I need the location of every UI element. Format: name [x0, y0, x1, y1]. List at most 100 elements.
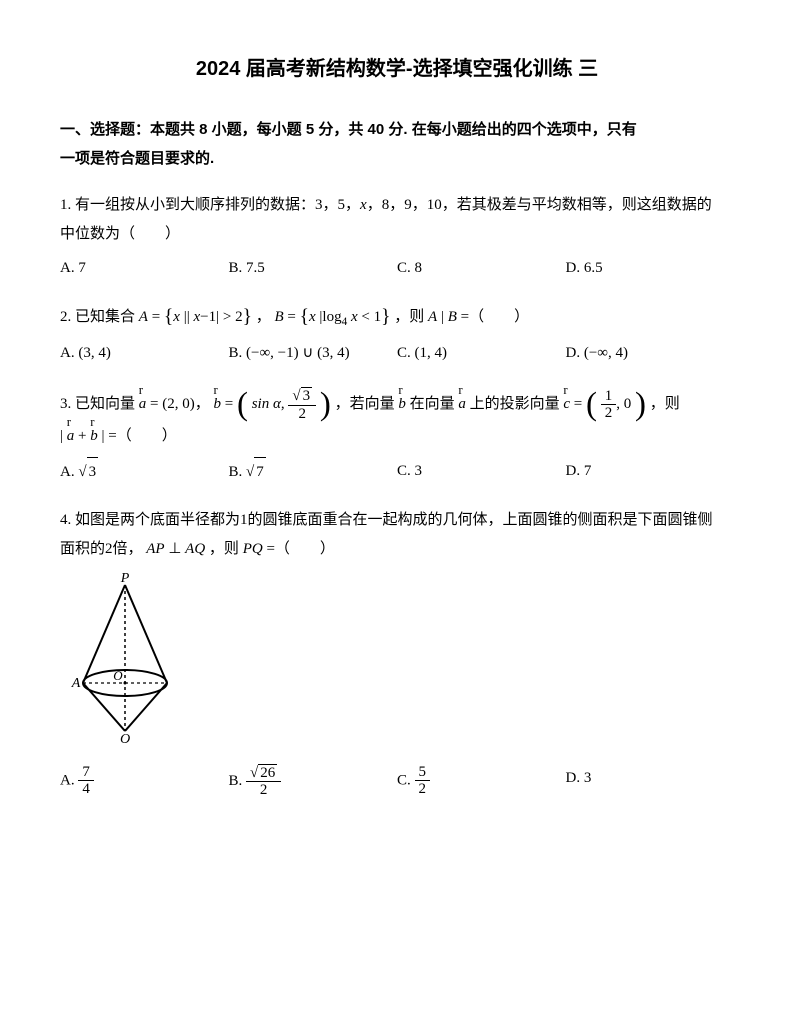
q2-bar1: || [180, 309, 194, 325]
q1-stem-b: ，8，9，10，若其极差与平均数相等，则这组数据的 [367, 197, 712, 213]
q3-vec-a2: a [458, 390, 466, 419]
q4-c-num: 5 [415, 764, 431, 782]
q4-opt-d: D. 3 [566, 764, 735, 799]
q3-sin: sin α [252, 396, 281, 412]
q3-frac-root3-2: √3 2 [288, 387, 316, 422]
q2-x1: x [173, 309, 180, 325]
q2-stem-a: 2. 已知集合 [60, 309, 139, 325]
q4-a-label: A. [60, 772, 78, 788]
q3-mod-close: | =（ ） [98, 428, 177, 444]
q2-set-A: A = {x || x−1| > 2} [139, 309, 256, 325]
q4-b-den: 2 [246, 782, 281, 799]
q4-AQ: AQ [185, 541, 205, 557]
q1-options: A. 7 B. 7.5 C. 8 D. 6.5 [60, 254, 734, 283]
q2-eq2: = [284, 309, 300, 325]
q4-figure: P A O Q [70, 573, 734, 754]
q4-fig-P: P [120, 573, 130, 586]
q3-eq2: = [574, 396, 586, 412]
q2-log: log [322, 309, 341, 325]
q3-zero: , 0 [616, 396, 631, 412]
q3-frac-half: 1 2 [601, 388, 617, 422]
q2-c-val: (1, 4) [415, 345, 448, 361]
q3-stem-a: 3. 已知向量 [60, 396, 139, 412]
q3-comma-in: , [281, 396, 289, 412]
q2-eq1: = [148, 309, 164, 325]
q3-then: ，则 [650, 396, 680, 412]
q3-a-rad: 3 [87, 457, 99, 487]
q3-opt-b: B. √7 [229, 457, 398, 487]
q2-A: A [139, 309, 148, 325]
q4-fig-A: A [71, 676, 81, 691]
q3-vec-b3: b [90, 422, 98, 451]
q2-options: A. (3, 4) B. (−∞, −1) ∪ (3, 4) C. (1, 4)… [60, 339, 734, 368]
q4-opt-b: B. √26 2 [229, 764, 398, 799]
q2-b-label: B. [229, 345, 247, 361]
section-heading: 一、选择题：本题共 8 小题，每小题 5 分，共 40 分. 在每小题给出的四个… [60, 116, 734, 173]
q1-opt-b: B. 7.5 [229, 254, 398, 283]
q3-plus: + [74, 428, 90, 444]
q3-options: A. √3 B. √7 C. 3 D. 7 [60, 457, 734, 487]
q2-opt-d: D. (−∞, 4) [566, 339, 735, 368]
section-line2: 一项是符合题目要求的. [60, 150, 214, 167]
q4-PQ: PQ [243, 541, 263, 557]
q3-opt-c: C. 3 [397, 457, 566, 487]
q3-stem-b: ，若向量 [335, 396, 399, 412]
q3-two: 2 [288, 406, 316, 423]
q3-vec-b: b [213, 390, 221, 419]
q1-opt-c: C. 8 [397, 254, 566, 283]
q2-gt2: | > 2 [216, 309, 242, 325]
q3-vec-a3: a [67, 422, 75, 451]
q3-a-label: A. [60, 464, 78, 480]
q4-c-frac: 5 2 [415, 764, 431, 798]
question-2: 2. 已知集合 A = {x || x−1| > 2} ， B = {x |lo… [60, 303, 734, 333]
q2-AcapB: A | B [428, 309, 461, 325]
q3-half-num: 1 [601, 388, 617, 406]
bicone-icon: P A O Q [70, 573, 180, 743]
q2-d-label: D. [566, 345, 584, 361]
q3-proj: 上的投影向量 [470, 396, 564, 412]
q2-B2: B [448, 309, 457, 325]
q4-b-rad: 26 [258, 764, 277, 782]
q3-vec-b2: b [398, 390, 406, 419]
q2-opt-a: A. (3, 4) [60, 339, 229, 368]
q2-opt-c: C. (1, 4) [397, 339, 566, 368]
q2-c-label: C. [397, 345, 415, 361]
q2-b-val: (−∞, −1) ∪ (3, 4) [246, 345, 350, 361]
q3-opt-d: D. 7 [566, 457, 735, 487]
q4-AP: AP [146, 541, 164, 557]
section-line1: 一、选择题：本题共 8 小题，每小题 5 分，共 40 分. 在每小题给出的四个… [60, 121, 637, 138]
q2-set-B: B = {x |log4 x < 1} [274, 309, 394, 325]
q3-mod-open: | [60, 428, 67, 444]
q4-a-num: 7 [78, 764, 94, 782]
q4-c-den: 2 [415, 781, 431, 798]
q3-root3: 3 [301, 387, 313, 405]
q2-x3: x [309, 309, 316, 325]
q1-x: x [360, 197, 367, 213]
question-3: 3. 已知向量 a = (2, 0)， b = ( sin α, √3 2 ) … [60, 387, 734, 451]
question-1: 1. 有一组按从小到大顺序排列的数据：3，5，x，8，9，10，若其极差与平均数… [60, 191, 734, 248]
q4-fig-O: O [113, 668, 123, 683]
q2-m1: −1 [200, 309, 216, 325]
q4-options: A. 7 4 B. √26 2 C. 5 2 D. 3 [60, 764, 734, 799]
q4-opt-c: C. 5 2 [397, 764, 566, 799]
q4-stem-a: 4. 如图是两个底面半径都为1的圆锥底面重合在一起构成的几何体，上面圆锥的侧面积… [60, 512, 713, 528]
q2-opt-b: B. (−∞, −1) ∪ (3, 4) [229, 339, 398, 368]
q2-d-val: (−∞, 4) [584, 345, 628, 361]
q3-vec-a: a [139, 390, 147, 419]
q2-comma1: ， [256, 309, 271, 325]
q4-then: ，则 [209, 541, 243, 557]
q3-eq20: = (2, 0)， [150, 396, 210, 412]
q4-b-frac: √26 2 [246, 764, 281, 799]
q1-stem-a: 1. 有一组按从小到大顺序排列的数据：3，5， [60, 197, 360, 213]
q1-stem-c: 中位数为（ ） [60, 226, 180, 242]
q4-paren: =（ ） [266, 541, 334, 557]
q2-then: ，则 [394, 309, 428, 325]
page-title: 2024 届高考新结构数学-选择填空强化训练 三 [60, 50, 734, 88]
q2-a-val: (3, 4) [78, 345, 111, 361]
q2-lt1: < 1 [358, 309, 381, 325]
q2-a-label: A. [60, 345, 78, 361]
q4-stem-b: 面积的2倍， [60, 541, 143, 557]
q3-b-label: B. [229, 464, 247, 480]
q2-x4: x [351, 309, 358, 325]
q2-sub4: 4 [342, 316, 348, 328]
